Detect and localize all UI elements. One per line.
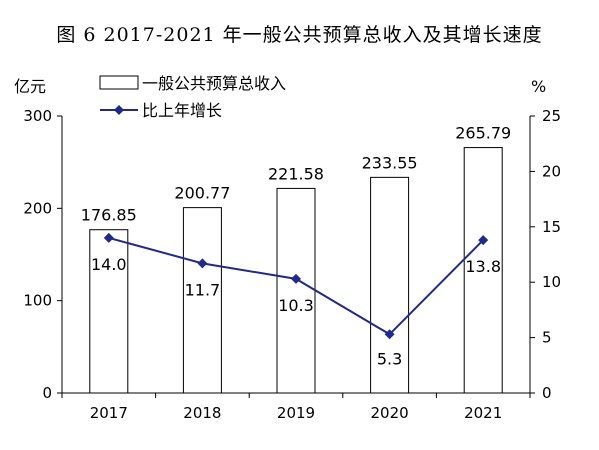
legend-line-marker bbox=[114, 105, 124, 115]
right-tick-label: 15 bbox=[542, 218, 561, 236]
legend-line-label: 比上年增长 bbox=[142, 101, 222, 120]
axes: 0 100 200 300 0 5 10 15 20 25 2017 2018 2019 2020 2021… bbox=[14, 77, 561, 422]
chart-title: 图 6 2017-2021 年一般公共预算总收入及其增长速度 bbox=[56, 24, 543, 46]
bar bbox=[463, 147, 503, 394]
growth-marker bbox=[384, 329, 395, 340]
x-tick-label: 2019 bbox=[277, 404, 315, 422]
legend-bar-label: 一般公共预算总收入 bbox=[142, 74, 286, 93]
bar bbox=[370, 176, 410, 394]
left-axis-unit: 亿元 bbox=[14, 77, 46, 96]
growth-marker bbox=[291, 273, 301, 284]
left-tick-label: 200 bbox=[23, 199, 52, 217]
growth-value-label: 11.7 bbox=[185, 280, 221, 299]
growth-value-label: 5.3 bbox=[377, 349, 402, 368]
growth-marker bbox=[197, 258, 208, 269]
line-series bbox=[103, 232, 489, 340]
growth-marker bbox=[478, 235, 489, 246]
bar bbox=[89, 229, 129, 394]
x-tick-label: 2017 bbox=[90, 404, 128, 422]
x-tick-label: 2020 bbox=[371, 404, 409, 422]
right-axis-unit: % bbox=[531, 77, 546, 96]
growth-value-label: 14.0 bbox=[91, 255, 127, 274]
x-tick-label: 2021 bbox=[464, 404, 502, 422]
bar bbox=[276, 187, 316, 394]
x-tick-label: 2018 bbox=[183, 404, 221, 422]
right-tick-label: 20 bbox=[542, 162, 561, 180]
growth-marker bbox=[103, 232, 114, 243]
left-tick-label: 0 bbox=[42, 384, 52, 402]
growth-value-label: 10.3 bbox=[278, 296, 314, 315]
bar-value-label: 221.58 bbox=[268, 164, 324, 183]
bar-value-label: 200.77 bbox=[174, 184, 230, 203]
right-tick-label: 10 bbox=[542, 273, 561, 291]
right-tick-label: 5 bbox=[542, 329, 552, 347]
bar-value-label: 233.55 bbox=[362, 153, 418, 172]
bar-value-label: 265.79 bbox=[455, 124, 511, 143]
left-tick-label: 100 bbox=[23, 292, 52, 310]
growth-value-label: 13.8 bbox=[465, 257, 501, 276]
data-labels: 176.85 200.77 221.58 233.55 265.79 14.0 11.7 10… bbox=[81, 124, 511, 369]
left-tick-label: 300 bbox=[23, 107, 52, 125]
right-tick-label: 25 bbox=[542, 107, 561, 125]
legend-bar-swatch bbox=[99, 75, 139, 90]
bar-value-label: 176.85 bbox=[81, 206, 137, 225]
bar-series bbox=[89, 147, 503, 394]
right-tick-label: 0 bbox=[542, 384, 552, 402]
bar bbox=[182, 207, 222, 394]
